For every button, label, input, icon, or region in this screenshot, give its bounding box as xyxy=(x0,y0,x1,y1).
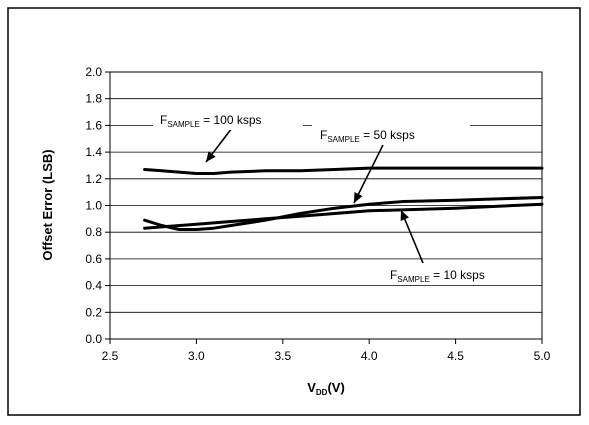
annotation-10ksps-sub: SAMPLE xyxy=(397,275,429,284)
y-tick-label: 1.8 xyxy=(85,92,102,106)
annotation-10ksps-main: F xyxy=(390,268,397,282)
y-tick-label: 1.0 xyxy=(85,199,102,213)
y-tick-label: 0.4 xyxy=(85,279,102,293)
x-axis-title-sub: DD xyxy=(316,388,328,397)
annotation-100ksps-sub: SAMPLE xyxy=(167,120,199,129)
annotation-50ksps: FSAMPLE = 50 ksps xyxy=(312,123,470,145)
annotation-arrows xyxy=(205,127,426,269)
x-tick-labels: 2.5 3.0 3.5 4.0 4.5 5.0 xyxy=(102,349,551,363)
series-line-0 xyxy=(143,166,544,175)
x-axis-title-rest: (V) xyxy=(327,380,344,395)
series-lines xyxy=(143,166,544,231)
annotation-100ksps-main: F xyxy=(160,113,167,127)
annotation-arrow-100ksps xyxy=(205,127,233,163)
y-tick-label: 0.8 xyxy=(85,225,102,239)
annotation-10ksps-rest: = 10 ksps xyxy=(430,268,485,282)
x-tick-label: 3.5 xyxy=(274,349,291,363)
x-tick-label: 4.5 xyxy=(447,349,464,363)
y-tick-label: 0.0 xyxy=(85,332,102,346)
svg-text:FSAMPLE = 100 ksps: FSAMPLE = 100 ksps xyxy=(160,113,262,129)
svg-text:FSAMPLE = 50 ksps: FSAMPLE = 50 ksps xyxy=(320,128,415,144)
annotation-100ksps: FSAMPLE = 100 ksps xyxy=(153,108,303,130)
annotation-100ksps-rest: = 100 ksps xyxy=(200,113,262,127)
series-line-2 xyxy=(143,202,544,230)
x-axis-title-main: V xyxy=(307,380,316,395)
grid xyxy=(105,71,543,344)
y-tick-labels: 0.0 0.2 0.4 0.6 0.8 1.0 1.2 1.4 1.6 1.8 2.0 xyxy=(85,65,102,346)
x-tick-label: 3.0 xyxy=(188,349,205,363)
x-tick-label: 2.5 xyxy=(102,349,119,363)
annotation-arrow-50ksps xyxy=(353,144,384,204)
y-tick-label: 0.6 xyxy=(85,252,102,266)
y-tick-label: 2.0 xyxy=(85,65,102,79)
annotation-50ksps-sub: SAMPLE xyxy=(327,135,359,144)
y-tick-label: 0.2 xyxy=(85,305,102,319)
annotation-arrow-10ksps xyxy=(400,209,426,269)
y-tick-label: 1.6 xyxy=(85,118,102,132)
annotation-10ksps: FSAMPLE = 10 ksps xyxy=(382,263,540,285)
x-tick-label: 5.0 xyxy=(534,349,551,363)
y-tick-label: 1.2 xyxy=(85,172,102,186)
annotation-50ksps-main: F xyxy=(320,128,327,142)
svg-text:FSAMPLE = 10 ksps: FSAMPLE = 10 ksps xyxy=(390,268,485,284)
x-tick-label: 4.0 xyxy=(361,349,378,363)
x-axis-title: VDD(V) xyxy=(307,380,345,397)
y-axis-title: Offset Error (LSB) xyxy=(40,149,55,260)
annotation-50ksps-rest: = 50 ksps xyxy=(360,128,415,142)
y-tick-label: 1.4 xyxy=(85,145,102,159)
